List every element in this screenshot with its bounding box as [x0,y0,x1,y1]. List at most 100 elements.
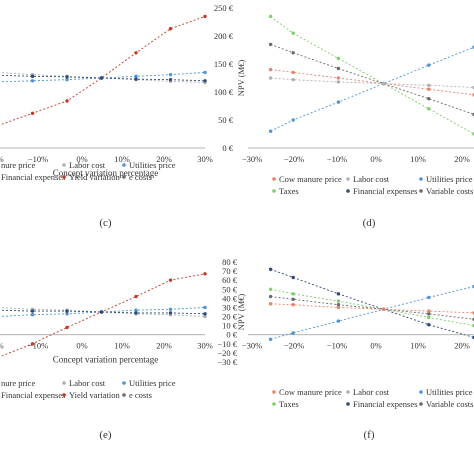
series-1-point-0 [268,287,273,291]
x-tick-label-0: −30% [242,341,262,351]
series-0-point-1 [291,275,295,280]
legend-marker-4 [62,175,66,179]
legend-marker-5 [122,175,126,179]
series-0-point-5 [168,278,173,282]
series-line-0 [270,16,474,135]
panel-label: (d) [363,217,376,229]
series-line-0 [0,15,206,126]
y-tick-bottom-2: 60 € [222,275,238,285]
series-2-point-4 [427,312,431,316]
y-tick-top-5: 0 € [222,143,233,153]
panel-label: (e) [99,429,112,441]
series-2-point-6 [203,70,207,75]
x-tick-label-2: 0% [76,341,87,351]
series-2-point-1 [30,79,35,83]
x-tick-label-0: −30% [242,154,262,164]
shared-y-axis-bottom: 80 €70 €60 €50 €40 €30 €20 €10 €0 €−10 €… [217,257,237,367]
series-0-point-1 [30,342,35,346]
series-3-point-1 [30,74,35,79]
x-tick-label-1: −10% [28,154,48,164]
series-2-point-6 [203,305,207,310]
series-3-point-2 [65,309,69,313]
panel-label: (c) [99,217,112,229]
y-tick-bottom-5: 30 € [222,302,238,312]
y-axis-title: NPV (M€) [236,60,246,97]
legend-item-4: Yield variation [69,390,121,400]
series-2-point-4 [134,74,138,79]
series-1-point-0 [268,42,273,47]
series-4-point-3 [381,307,386,311]
legend-item-3: Taxes [279,186,299,196]
series-0-point-4 [134,294,138,299]
series-line-2 [270,296,474,320]
series-3-point-2 [336,319,341,323]
series-2-point-5 [168,72,173,77]
series-2-point-1 [291,70,295,75]
x-tick-label-5: 30% [197,154,213,164]
series-3-point-3 [99,310,104,314]
series-3-point-3 [99,76,104,80]
y-tick-bottom-11: −30 € [217,357,237,367]
legend-item-1: Labor cost [69,160,106,170]
legend-marker-1 [346,390,350,394]
series-3-point-1 [291,331,295,335]
series-2-point-2 [336,303,341,307]
legend-item-0: Cow manure price [279,387,342,397]
series-0-point-2 [336,292,341,296]
x-tick-label-3: 10% [114,154,130,164]
series-2-point-2 [336,76,341,80]
legend-item-5: e costs [129,172,152,182]
y-tick-top-2: 150 € [214,59,234,69]
legend-item-1: Labor cost [69,378,106,388]
x-tick-label-1: −20% [284,341,304,351]
x-tick-label-4: 20% [156,154,172,164]
series-4-point-4 [427,83,431,87]
series-3-point-4 [427,63,431,67]
y-tick-bottom-9: −10 € [217,339,237,349]
legend-item-2: Utilities price [426,387,473,397]
series-3-point-4 [427,295,431,300]
series-1-point-6 [203,314,207,319]
x-tick-label-5: 20% [454,154,470,164]
y-tick-bottom-8: 0 € [226,330,237,340]
legend-item-2: Utilities price [426,174,473,184]
panel-label: (f) [364,429,375,441]
x-tick-label-4: 10% [410,341,426,351]
series-line-0 [270,268,474,338]
series-3-point-1 [291,118,295,122]
legend-item-4: Financial expenses [353,186,417,196]
shared-y-axis-top: 250 € 200 € 150 € 100 € 50 € 0 € [214,3,234,153]
legend-marker-1 [346,177,350,181]
legend-marker-5 [419,402,423,406]
x-tick-label-3: 0% [370,341,381,351]
series-3-point-6 [203,312,207,316]
x-tick-label-4: 10% [410,154,426,164]
series-line-3 [270,286,474,340]
series-0-point-6 [203,272,207,276]
panel-c: 0% −10% 0% 10% 20% 30% Concept variation perce… [0,14,213,229]
legend-item-2: Utilities price [129,378,176,388]
legend-item-1: Labor cost [353,387,390,397]
legend-item-0: nure price [1,378,35,388]
series-0-point-4 [427,323,431,327]
y-tick-top-1: 200 € [214,31,234,41]
series-3-point-2 [65,75,69,79]
series-0-point-2 [65,325,69,330]
series-line-1 [270,288,474,327]
y-tick-bottom-0: 80 € [222,257,238,267]
x-tick-label-3: 10% [114,341,130,351]
series-4-point-1 [291,303,295,307]
y-tick-top-0: 250 € [214,3,234,13]
panel-f: −30% −20% −10% 0% 10% 20% NPV (M€) Cow manure p… [236,267,474,441]
series-3-point-2 [336,100,341,104]
series-0-point-5 [168,27,173,31]
y-tick-top-4: 50 € [218,115,234,125]
x-tick-label-1: −20% [284,154,304,164]
series-0-point-6 [203,14,207,19]
series-3-point-4 [134,311,138,315]
legend-marker-2 [122,381,126,385]
series-2-point-0 [268,294,273,299]
series-0-point-0 [268,267,273,271]
series-4-point-0 [268,302,273,306]
x-tick-label-0: 0% [0,341,4,351]
